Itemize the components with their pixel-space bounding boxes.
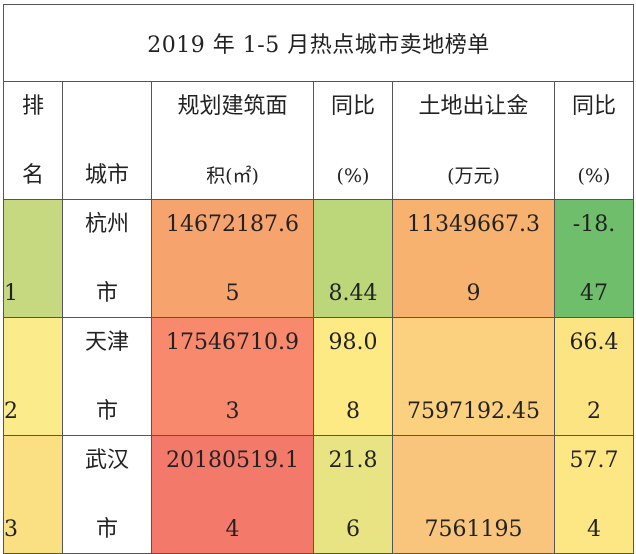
area-cell: 20180519.1 4: [151, 435, 314, 554]
table-row: 1 杭州市 14672187.6 5 8.44 11349667.3 9 -18. 4…: [3, 199, 634, 318]
area-yoy-cell: 8.44: [313, 199, 393, 318]
header-row: 排 名 城市 规划建筑面 积(㎡) 同比 (%) 土地出让金: [3, 81, 634, 200]
header-area: 规划建筑面 积(㎡): [151, 81, 314, 200]
area-cell: 17546710.9 3: [151, 317, 314, 436]
table-row: 3 武汉市 20180519.1 4 21.8 6 7561195 57.7 4: [3, 435, 634, 554]
fee-cell: 7597192.45: [392, 317, 555, 436]
rank-cell: 3: [3, 435, 63, 554]
rank-cell: 1: [3, 199, 63, 318]
land-sales-table: 2019 年 1-5 月热点城市卖地榜单 排 名 城市 规划建筑面 积(㎡) 同…: [3, 4, 634, 554]
header-fee: 土地出让金 (万元): [392, 81, 555, 200]
table-title: 2019 年 1-5 月热点城市卖地榜单: [3, 4, 634, 82]
area-yoy-cell: 21.8 6: [313, 435, 393, 554]
header-city: 城市: [62, 81, 152, 200]
fee-cell: 11349667.3 9: [392, 199, 555, 318]
city-cell: 武汉市: [62, 435, 152, 554]
header-rank: 排 名: [3, 81, 63, 200]
table-row: 2 天津市 17546710.9 3 98.0 8 7597192.45 66.4 2: [3, 317, 634, 436]
fee-yoy-cell: -18. 47: [554, 199, 634, 318]
header-fee-yoy: 同比 (%): [554, 81, 634, 200]
fee-yoy-cell: 66.4 2: [554, 317, 634, 436]
area-yoy-cell: 98.0 8: [313, 317, 393, 436]
header-area-yoy: 同比 (%): [313, 81, 393, 200]
city-cell: 天津市: [62, 317, 152, 436]
area-cell: 14672187.6 5: [151, 199, 314, 318]
city-cell: 杭州市: [62, 199, 152, 318]
fee-yoy-cell: 57.7 4: [554, 435, 634, 554]
rank-cell: 2: [3, 317, 63, 436]
fee-cell: 7561195: [392, 435, 555, 554]
